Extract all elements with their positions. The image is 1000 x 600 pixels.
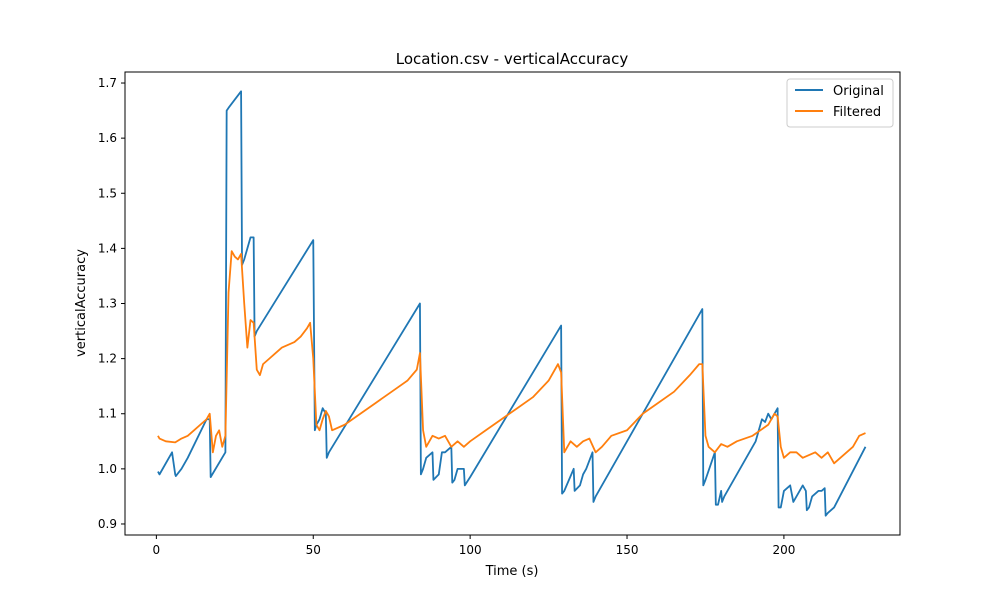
legend-label-filtered: Filtered <box>833 105 881 120</box>
x-tick-label: 200 <box>772 543 795 557</box>
y-tick-label: 1.5 <box>98 186 117 200</box>
y-tick-label: 1.7 <box>98 76 117 90</box>
x-tick-label: 150 <box>616 543 639 557</box>
y-tick-label: 1.6 <box>98 131 117 145</box>
x-tick-label: 100 <box>459 543 482 557</box>
x-axis-ticks: 0 50 100 150 200 <box>153 535 795 557</box>
series-line-original <box>157 90 867 517</box>
series-layer <box>157 90 867 517</box>
x-tick-label: 0 <box>153 543 161 557</box>
series-line-filtered <box>157 250 866 465</box>
y-tick-label: 1.1 <box>98 407 117 421</box>
y-tick-label: 1.4 <box>98 241 117 255</box>
chart-title: Location.csv - verticalAccuracy <box>396 50 629 68</box>
x-axis-label: Time (s) <box>485 564 539 579</box>
legend-label-original: Original <box>833 84 884 99</box>
y-tick-label: 1.3 <box>98 297 117 311</box>
y-tick-label: 1.2 <box>98 352 117 366</box>
y-axis-label: verticalAccuracy <box>74 249 89 357</box>
y-axis-ticks: 0.9 1.0 1.1 1.2 1.3 1.4 1.5 1.6 1.7 <box>98 76 125 531</box>
y-tick-label: 1.0 <box>98 462 117 476</box>
legend: Original Filtered <box>786 78 894 128</box>
x-tick-label: 50 <box>306 543 321 557</box>
y-tick-label: 0.9 <box>98 517 117 531</box>
